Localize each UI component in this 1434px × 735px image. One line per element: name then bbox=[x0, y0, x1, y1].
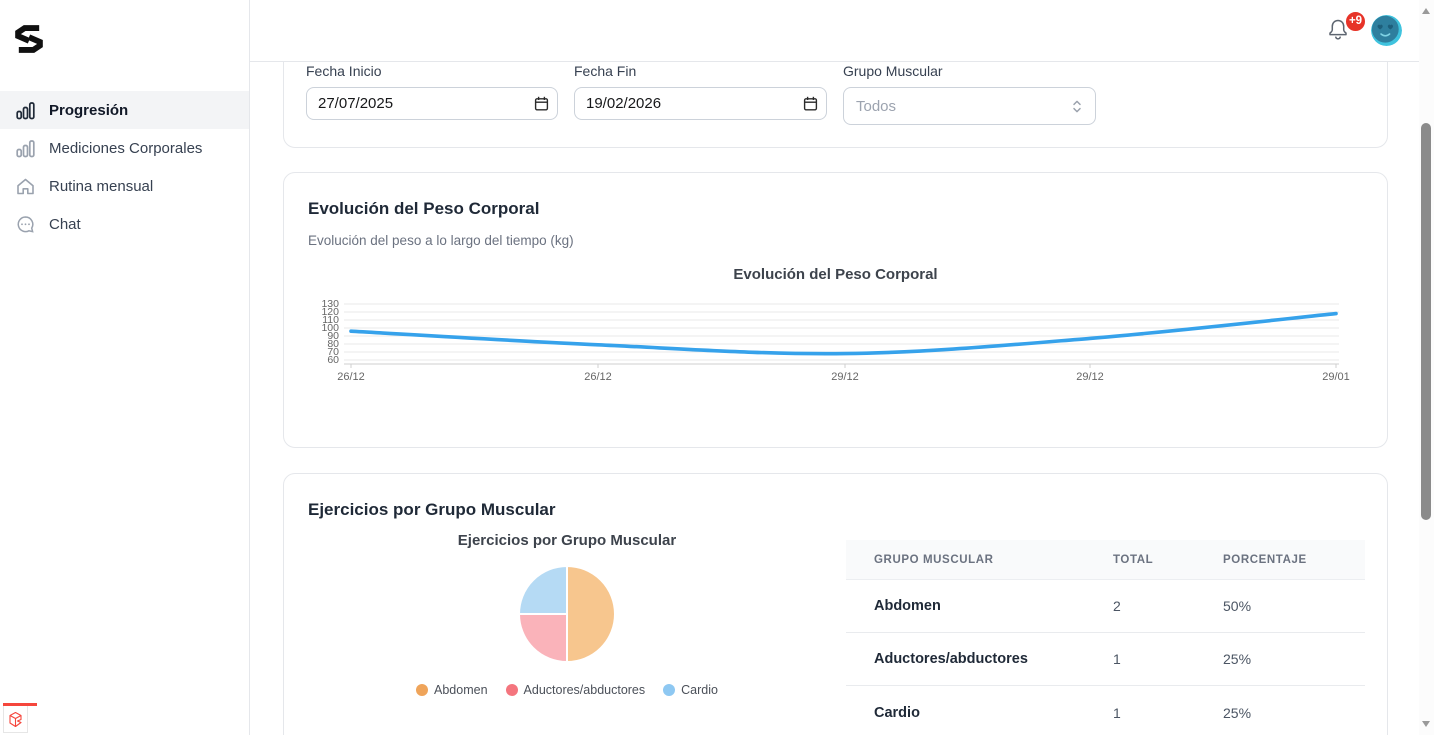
sidebar-item-chat[interactable]: Chat bbox=[0, 205, 249, 243]
cell-total: 2 bbox=[1113, 598, 1121, 614]
x-tick-label: 29/01 bbox=[1322, 371, 1350, 383]
calendar-icon[interactable] bbox=[534, 96, 549, 111]
cell-grupo: Abdomen bbox=[874, 598, 941, 614]
notification-count-badge: +9 bbox=[1344, 10, 1367, 33]
sidebar-nav: Progresión Mediciones Corporales Rutina … bbox=[0, 91, 249, 243]
exercises-card: Ejercicios por Grupo Muscular Ejercicios… bbox=[283, 473, 1388, 735]
y-tick-label: 60 bbox=[327, 354, 339, 366]
line-chart-x-axis: 26/12 26/12 29/12 29/12 29/01 bbox=[337, 371, 1350, 389]
y-tick-label: 130 bbox=[321, 298, 339, 310]
line-chart: 130 120 110 100 90 80 70 60 26/12 26/12 29/12 29/1… bbox=[308, 299, 1363, 389]
muscle-group-table: GRUPO MUSCULAR TOTAL PORCENTAJE Abdomen … bbox=[846, 540, 1365, 735]
bar-chart-icon bbox=[15, 138, 36, 159]
fecha-fin-field: Fecha Fin bbox=[574, 63, 827, 147]
scroll-up-arrow-icon[interactable] bbox=[1422, 8, 1430, 14]
chevron-up-down-icon bbox=[1073, 100, 1081, 112]
legend-item[interactable]: Abdomen bbox=[416, 683, 488, 697]
y-tick-label: 100 bbox=[321, 322, 339, 334]
avatar-face-icon bbox=[1371, 15, 1402, 46]
laravel-icon bbox=[9, 711, 22, 727]
table-header-row: GRUPO MUSCULAR TOTAL PORCENTAJE bbox=[846, 540, 1365, 580]
col-total: TOTAL bbox=[1113, 553, 1154, 566]
table-row: Cardio 1 25% bbox=[846, 686, 1365, 735]
bell-icon bbox=[1329, 19, 1347, 40]
fecha-inicio-input[interactable] bbox=[306, 87, 558, 120]
select-placeholder: Todos bbox=[856, 97, 897, 115]
cell-total: 1 bbox=[1113, 704, 1121, 721]
grupo-muscular-label: Grupo Muscular bbox=[843, 63, 943, 79]
x-tick-label: 29/12 bbox=[831, 371, 859, 383]
card-title: Ejercicios por Grupo Muscular bbox=[308, 500, 556, 519]
fecha-fin-label: Fecha Fin bbox=[574, 63, 637, 79]
user-avatar[interactable] bbox=[1371, 15, 1402, 46]
debugbar-toggle[interactable] bbox=[3, 703, 37, 733]
cell-porcentaje: 25% bbox=[1223, 651, 1252, 667]
legend-item[interactable]: Aductores/abductores bbox=[505, 683, 646, 697]
sidebar: Progresión Mediciones Corporales Rutina … bbox=[0, 0, 250, 735]
legend-dot-icon bbox=[663, 684, 676, 696]
line-chart-plot bbox=[344, 303, 1339, 368]
pie-chart-title: Ejercicios por Grupo Muscular bbox=[457, 532, 677, 549]
fecha-fin-input[interactable] bbox=[574, 87, 827, 120]
card-subtitle: Evolución del peso a lo largo del tiempo… bbox=[308, 233, 574, 248]
x-tick-label: 29/12 bbox=[1076, 371, 1104, 383]
y-tick-label: 70 bbox=[327, 346, 339, 358]
home-icon bbox=[15, 176, 36, 197]
pie-slice bbox=[518, 613, 568, 663]
legend-label: Cardio bbox=[681, 683, 718, 697]
cell-porcentaje: 50% bbox=[1223, 598, 1252, 614]
calendar-icon[interactable] bbox=[803, 96, 818, 111]
col-grupo-muscular: GRUPO MUSCULAR bbox=[874, 553, 994, 566]
pie-chart-block: Ejercicios por Grupo Muscular Abdomen Adu… bbox=[308, 532, 826, 735]
pie-chart bbox=[518, 565, 616, 663]
legend-dot-icon bbox=[505, 684, 518, 696]
y-tick-label: 90 bbox=[327, 330, 339, 342]
filters-card: Fecha Inicio Fecha Fin bbox=[283, 62, 1388, 148]
sidebar-item-label: Mediciones Corporales bbox=[49, 139, 203, 157]
cell-porcentaje: 25% bbox=[1223, 704, 1252, 721]
top-bar: +9 bbox=[250, 0, 1419, 62]
x-tick-label: 26/12 bbox=[584, 371, 612, 383]
sidebar-item-progresion[interactable]: Progresión bbox=[0, 91, 249, 129]
fecha-inicio-field: Fecha Inicio bbox=[306, 63, 558, 147]
notifications-button[interactable]: +9 bbox=[1326, 10, 1367, 47]
legend-item[interactable]: Cardio bbox=[663, 683, 718, 697]
debugbar-top-line bbox=[3, 703, 37, 706]
sidebar-item-label: Rutina mensual bbox=[49, 177, 154, 195]
grupo-muscular-field: Grupo Muscular Todos bbox=[843, 63, 1096, 147]
pie-slice bbox=[566, 565, 616, 663]
cell-total: 1 bbox=[1113, 651, 1121, 667]
sidebar-item-label: Chat bbox=[49, 215, 81, 233]
legend-label: Abdomen bbox=[434, 683, 488, 697]
main-content: Fecha Inicio Fecha Fin bbox=[250, 62, 1419, 735]
table-row: Aductores/abductores 1 25% bbox=[846, 633, 1365, 686]
chat-icon bbox=[15, 214, 36, 235]
table-row: Abdomen 2 50% bbox=[846, 580, 1365, 633]
col-porcentaje: PORCENTAJE bbox=[1223, 553, 1307, 566]
y-tick-label: 120 bbox=[321, 306, 339, 318]
cell-grupo: Cardio bbox=[874, 704, 920, 721]
card-title: Evolución del Peso Corporal bbox=[308, 199, 540, 218]
vertical-scrollbar[interactable] bbox=[1419, 0, 1434, 735]
line-chart-y-axis: 130 120 110 100 90 80 70 60 bbox=[308, 299, 344, 369]
y-tick-label: 80 bbox=[327, 338, 339, 350]
sidebar-item-mediciones[interactable]: Mediciones Corporales bbox=[0, 129, 249, 167]
cell-grupo: Aductores/abductores bbox=[874, 651, 1028, 667]
sidebar-item-rutina[interactable]: Rutina mensual bbox=[0, 167, 249, 205]
legend-label: Aductores/abductores bbox=[523, 683, 646, 697]
grupo-muscular-select[interactable]: Todos bbox=[843, 87, 1096, 125]
bar-chart-icon bbox=[15, 100, 36, 121]
pie-chart-legend: Abdomen Aductores/abductores Cardio bbox=[308, 683, 826, 697]
x-tick-label: 26/12 bbox=[337, 371, 365, 383]
pie-slice bbox=[518, 565, 568, 615]
scrollbar-thumb[interactable] bbox=[1421, 123, 1431, 520]
weight-evolution-card: Evolución del Peso Corporal Evolución de… bbox=[283, 172, 1388, 448]
scroll-down-arrow-icon[interactable] bbox=[1422, 721, 1430, 727]
fecha-inicio-label: Fecha Inicio bbox=[306, 63, 382, 79]
legend-dot-icon bbox=[416, 684, 429, 696]
y-tick-label: 110 bbox=[322, 314, 339, 326]
app-logo-icon[interactable] bbox=[13, 22, 45, 56]
line-chart-title: Evolución del Peso Corporal bbox=[733, 266, 938, 283]
sidebar-item-label: Progresión bbox=[49, 101, 129, 119]
